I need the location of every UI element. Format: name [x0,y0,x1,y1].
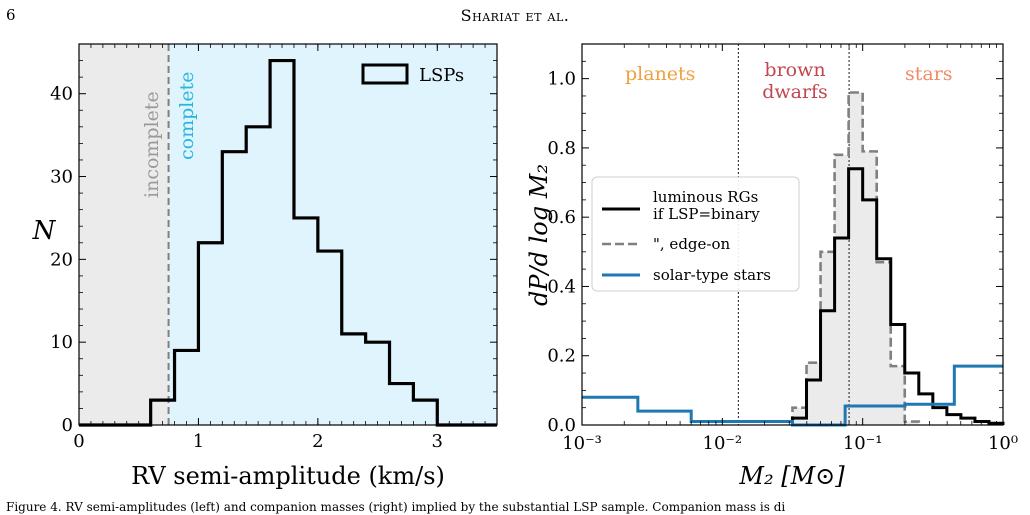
right-x-tick-label: 10⁻¹ [843,433,883,454]
right-y-tick-label: 0.0 [547,415,576,436]
left-y-tick-label: 0 [62,415,73,436]
left-x-tick-label: 2 [312,431,323,452]
legend-swatch-lsps [361,63,409,85]
legend-label-solar: solar-type stars [653,266,771,284]
left-y-tick-label: 30 [50,167,73,188]
left-complete-region [168,44,498,425]
lsp-histogram [79,58,497,427]
right-axes-frame [581,43,1004,426]
running-head: Shariat et al. [460,6,570,25]
right-x-tick-label: 10⁰ [988,433,1018,454]
left-y-tick-label: 10 [50,332,73,353]
incomplete-label: incomplete [141,91,163,198]
legend-label-luminous-1: luminous RGs [653,188,758,206]
left-y-axis-label: N [32,216,57,246]
right-legend: luminous RGs if LSP=binary ", edge-on so… [591,176,800,292]
left-x-tick-label: 3 [432,431,443,452]
legend-label-edge-on: ", edge-on [653,235,730,253]
right-panel: 10⁻³ 10⁻² 10⁻¹ 10⁰ 0.0 0.2 0.4 0.6 0.8 1.0 planet… [525,43,1018,490]
planets-label: planets [625,63,695,85]
complete-label: complete [176,72,198,160]
brown-label: brown [764,59,825,81]
edge-on-fill [792,92,919,425]
right-y-axis-label: dP/d log M₂ [525,164,553,306]
page-number: 6 [6,6,16,24]
left-axes-frame [78,43,498,426]
series-edge-on [791,91,921,425]
right-x-tick-label: 10⁻³ [562,433,602,454]
right-y-tick-label: 0.2 [547,346,576,367]
figure-caption: Figure 4. RV semi-amplitudes (left) and … [6,500,786,514]
right-y-tick-label: 0.4 [547,276,576,297]
dwarfs-label: dwarfs [762,81,828,103]
right-y-tick-label: 0.6 [547,207,576,228]
legend-box [591,176,800,292]
right-x-axis-label: M₂ [M⊙] [738,462,845,490]
right-x-tick-label: 10⁻² [703,433,743,454]
legend-label-lsps: LSPs [419,65,464,86]
left-y-tick-label: 20 [50,249,73,270]
right-y-tick-label: 0.8 [547,138,576,159]
right-y-tick-label: 1.0 [547,69,576,90]
left-x-tick-label: 1 [193,431,204,452]
left-legend: LSPs [361,63,464,86]
left-y-tick-label: 40 [50,84,73,105]
series-luminous-rgs [790,167,1005,425]
stars-label: stars [905,63,953,85]
legend-label-luminous-2: if LSP=binary [653,205,760,223]
left-x-tick-label: 0 [73,431,84,452]
left-x-axis-label: RV semi-amplitude (km/s) [131,462,445,490]
left-incomplete-region [79,44,169,425]
right-ticks: 10⁻³ 10⁻² 10⁻¹ 10⁰ 0.0 0.2 0.4 0.6 0.8 1.0 [547,44,1018,454]
